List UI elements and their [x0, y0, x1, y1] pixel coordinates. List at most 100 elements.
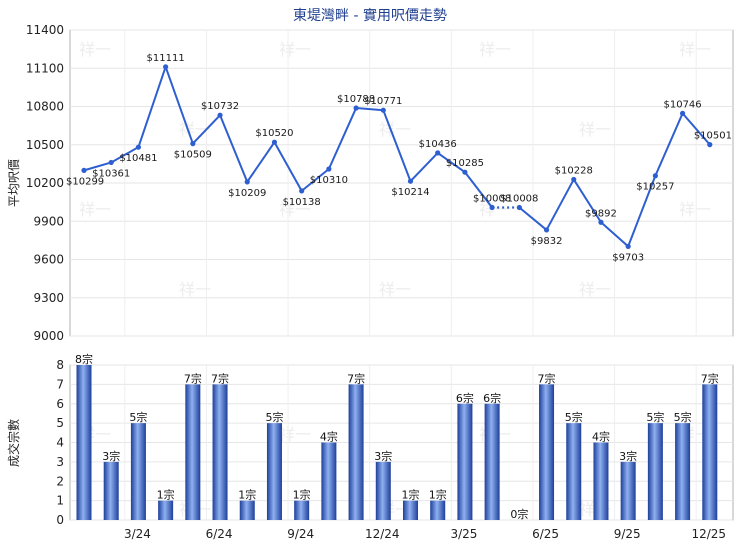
bar-label: 1宗 — [238, 488, 256, 502]
x-tick-label: 9/25 — [614, 527, 641, 541]
line-segment — [356, 107, 384, 112]
line-y-tick-label: 11100 — [26, 61, 64, 75]
line-data-label: $10436 — [419, 139, 457, 150]
line-y-tick-label: 9600 — [33, 253, 64, 267]
line-point — [462, 169, 468, 175]
watermark-text: 祥一 — [279, 40, 311, 59]
line-data-label: $10008 — [500, 193, 538, 204]
line-data-label: $11111 — [147, 53, 185, 64]
line-point — [707, 142, 713, 148]
bar — [158, 500, 174, 520]
bar-label: 1宗 — [157, 488, 175, 502]
line-data-label: $10481 — [119, 153, 157, 164]
bar — [103, 461, 119, 520]
bar — [430, 500, 446, 520]
line-data-label: $9892 — [585, 208, 617, 219]
bar-label: 3宗 — [619, 449, 637, 463]
bar-label: 8宗 — [75, 352, 93, 366]
watermark-text: 祥一 — [679, 40, 711, 59]
bar — [212, 384, 228, 520]
line-point — [571, 176, 577, 183]
line-data-label: $9832 — [531, 236, 563, 247]
watermark-text: 祥一 — [479, 40, 511, 59]
x-tick-label: 12/25 — [691, 527, 726, 541]
line-segment — [681, 112, 711, 146]
watermark-text: 祥一 — [79, 200, 111, 219]
line-data-label: $10501 — [694, 131, 732, 142]
line-segment — [192, 114, 221, 145]
bar — [457, 403, 473, 520]
line-point — [271, 139, 278, 145]
bar-label: 7宗 — [538, 371, 556, 385]
line-segment — [627, 175, 657, 247]
line-data-label: $10209 — [228, 188, 266, 199]
watermark-text: 祥一 — [479, 200, 511, 219]
line-segment — [83, 161, 112, 172]
line-data-label: $9703 — [612, 252, 644, 263]
bar-y-tick-label: 5 — [56, 416, 64, 430]
line-point — [299, 188, 305, 194]
bar-label: 7宗 — [701, 371, 719, 385]
x-ticks: 3/24 6/24 9/24 12/24 3/25 6/25 9/25 12/25 — [124, 527, 726, 541]
bar-y-tick-label: 4 — [56, 436, 64, 450]
bar-y-tick-label: 8 — [56, 358, 64, 372]
bar — [375, 461, 391, 520]
line-segment — [464, 171, 493, 209]
line-y-tick-label: 10200 — [26, 176, 64, 190]
line-data-label: $10008 — [473, 193, 511, 204]
line-point — [81, 167, 87, 173]
line-data-label: $10138 — [283, 197, 321, 208]
line-point — [598, 219, 604, 225]
line-segment — [327, 107, 357, 170]
line-point — [679, 110, 686, 116]
line-data-label: $10214 — [391, 187, 429, 198]
bar — [539, 384, 555, 520]
line-point — [516, 204, 522, 211]
line-segment — [110, 146, 139, 164]
x-tick-label: 3/24 — [124, 527, 151, 541]
bar — [266, 423, 282, 520]
bar — [130, 423, 146, 520]
bar-label: 5宗 — [565, 410, 583, 424]
bar-label: 3宗 — [102, 449, 120, 463]
line-y-ticks: 11400 11100 10800 10500 10200 9900 9600 9300 900… — [26, 23, 733, 343]
bar — [675, 423, 691, 520]
bar-label: 5宗 — [129, 410, 147, 424]
line-data-label: $10771 — [364, 96, 402, 107]
bar-y-tick-label: 3 — [56, 455, 64, 469]
bar-label: 1宗 — [429, 488, 447, 502]
bar — [403, 500, 418, 520]
line-point — [190, 141, 196, 147]
bar — [294, 500, 310, 520]
line-points — [81, 64, 713, 249]
line-data-labels: $10299$10361 $10481 $11111 $10509 $10732 $102… — [66, 53, 732, 264]
bar-y-tick-label: 1 — [56, 494, 64, 508]
bar — [647, 423, 663, 520]
watermark-text: 祥一 — [279, 425, 311, 444]
line-point — [489, 204, 495, 211]
line-y-tick-label: 9000 — [33, 329, 64, 343]
bar-label: 6宗 — [483, 391, 501, 405]
line-point — [380, 107, 386, 113]
x-tick-label: 9/24 — [287, 527, 314, 541]
bar-label: 4宗 — [320, 430, 338, 444]
bar-y-tick-label: 7 — [56, 377, 64, 391]
line-point — [135, 144, 142, 150]
bar — [185, 384, 201, 520]
line-segment — [164, 66, 194, 144]
line-segment — [600, 221, 629, 248]
line-segment — [545, 178, 575, 231]
bar-y-axis-title: 成交宗數 — [6, 419, 21, 467]
line-point — [407, 178, 414, 184]
bar-series — [76, 365, 718, 520]
bar-label: 7宗 — [211, 371, 229, 385]
watermark-text: 祥一 — [179, 280, 211, 299]
x-tick-label: 3/25 — [450, 527, 477, 541]
x-tick-label: 6/24 — [206, 527, 233, 541]
bar-y-tick-label: 6 — [56, 397, 64, 411]
line-point — [244, 179, 250, 185]
bar-label: 3宗 — [374, 449, 392, 463]
line-data-label: $10257 — [636, 182, 674, 193]
bar-label: 6宗 — [456, 391, 474, 405]
